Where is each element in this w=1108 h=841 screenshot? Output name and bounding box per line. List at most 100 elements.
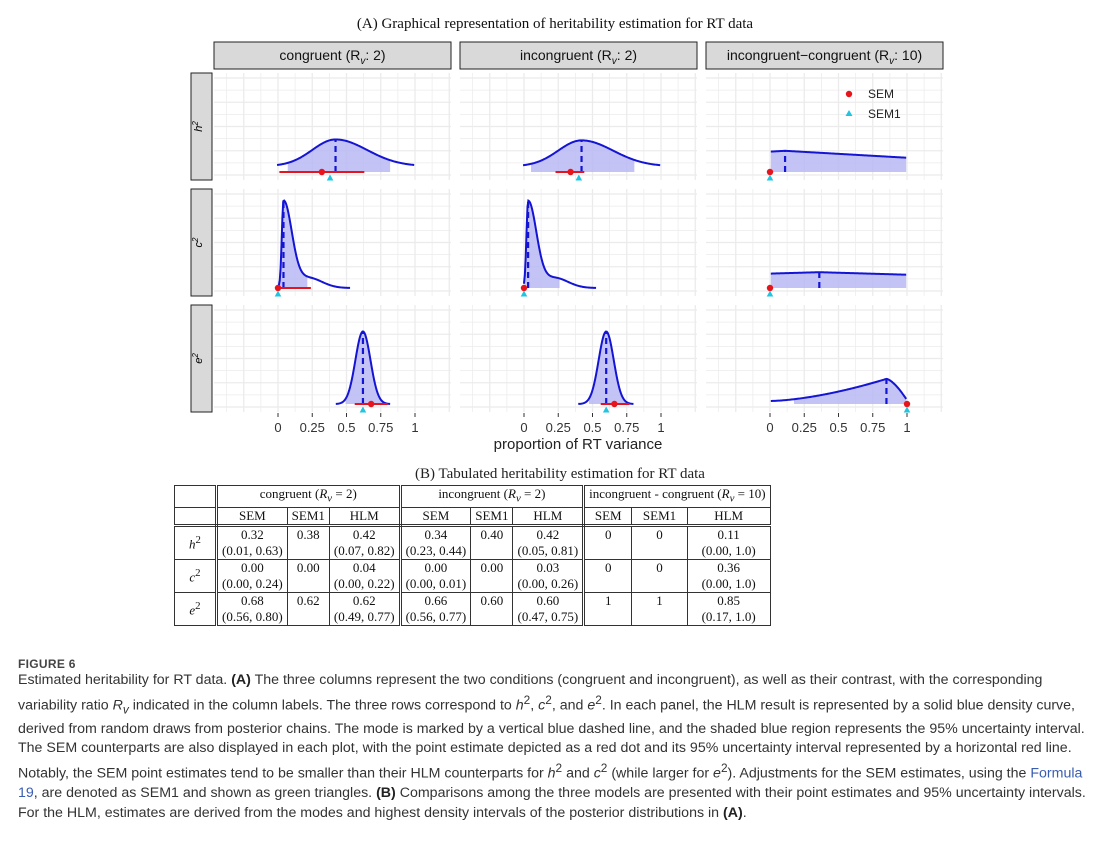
table-value-cell: 0.60 (0.47, 0.75) (512, 591, 586, 626)
table-model-header: SEM1 (631, 506, 688, 527)
legend-label-sem: SEM (868, 87, 894, 101)
hdi-region (531, 140, 635, 172)
table-value-cell: 0.62 (286, 591, 330, 626)
panel-a-title: (A) Graphical representation of heritabi… (356, 16, 754, 32)
formula-link[interactable]: Formula 19 (18, 765, 1083, 802)
hlm-density-curve (770, 377, 908, 402)
table-value-cell: 0.00 (286, 558, 330, 593)
table-header-models: SEM SEM1 HLM SEM SEM1 HLM SEM SEM1 HLM (174, 506, 771, 527)
facet-panel (460, 73, 697, 181)
table-group-header: incongruent - congruent (Rv = 10) (583, 485, 771, 508)
table-value-cell: 0.60 (470, 591, 514, 626)
sem1-triangle (520, 290, 528, 297)
table-value-cell: 0 (583, 558, 633, 593)
hlm-density-curve (770, 149, 907, 159)
column-strip (705, 41, 944, 70)
facet-panel (706, 73, 943, 181)
table-row-label: e2 (174, 591, 218, 626)
table-value-cell: 0.42 (0.05, 0.81) (512, 524, 586, 560)
table-model-header: HLM (512, 506, 586, 527)
facet-panel (460, 189, 697, 297)
legend-sem1-marker (845, 110, 853, 116)
x-tick-label: 1 (411, 420, 418, 435)
x-tick-label: 0 (520, 420, 527, 435)
facet-panel (214, 189, 451, 297)
table-row: c2 0.00 (0.00, 0.24) 0.00 0.04 (0.00, 0.22) 0… (174, 558, 771, 593)
table-value-cell: 0.66 (0.56, 0.77) (399, 591, 472, 626)
sem1-triangle (359, 406, 367, 413)
table-value-cell: 0.40 (470, 524, 514, 560)
x-tick-label: 1 (903, 420, 910, 435)
column-strip-label: congruent (Rv: 2) (279, 47, 385, 67)
table-value-cell: 0.32 (0.01, 0.63) (216, 524, 288, 560)
row-strip (190, 72, 213, 181)
hlm-density-curve (770, 271, 907, 276)
x-tick-label: 0.75 (614, 420, 639, 435)
sem-point (766, 284, 774, 292)
legend-sem-marker (845, 90, 853, 98)
table-value-cell: 0.85 (0.17, 1.0) (686, 591, 771, 626)
table-value-cell: 0 (631, 558, 688, 593)
table-model-header: HLM (686, 506, 771, 527)
hlm-density-curve (522, 199, 597, 289)
figure-label: FIGURE 6 (18, 657, 76, 671)
table-value-cell: 0.42 (0.07, 0.82) (328, 524, 402, 560)
facet-panel (460, 305, 697, 413)
row-strip (190, 304, 213, 413)
x-tick-label: 0 (274, 420, 281, 435)
sem1-triangle (575, 174, 583, 181)
figure-caption: Estimated heritability for RT data. (A) … (18, 672, 1086, 821)
sem-point (367, 400, 375, 408)
column-strip (213, 41, 452, 70)
row-strip (190, 188, 213, 297)
table-model-header: HLM (328, 506, 402, 527)
x-axis-label: proportion of RT variance (493, 436, 663, 453)
table-row: h2 0.32 (0.01, 0.63) 0.38 0.42 (0.07, 0.82) 0… (174, 524, 771, 560)
table-value-cell: 1 (583, 591, 633, 626)
heritability-table: congruent (Rv = 2) incongruent (Rv = 2) in… (174, 485, 771, 626)
table-corner (174, 506, 218, 527)
table-model-header: SEM (216, 506, 288, 527)
table-value-cell: 0 (583, 524, 633, 560)
facet-panel (214, 305, 451, 413)
sem-point (903, 400, 911, 408)
legend (845, 90, 853, 116)
table-value-cell: 0.00 (0.00, 0.24) (216, 558, 288, 593)
table-corner (174, 485, 218, 508)
x-tick-label: 0.25 (792, 420, 817, 435)
sem1-triangle (903, 406, 911, 413)
table-value-cell: 1 (631, 591, 688, 626)
x-tick-label: 0.25 (300, 420, 325, 435)
table-value-cell: 0.11 (0.00, 1.0) (686, 524, 771, 560)
facet-panel (706, 189, 943, 297)
faceted-density-chart: congruent (Rv: 2) incongruent (Rv: 2) inco… (190, 41, 944, 435)
sem-point (611, 400, 618, 408)
table-model-header: SEM (583, 506, 633, 527)
table-value-cell: 0.36 (0.00, 1.0) (686, 558, 771, 593)
table-group-header: congruent (Rv = 2) (216, 485, 402, 508)
sem1-triangle (326, 174, 334, 181)
sem-point (766, 168, 774, 176)
sem1-triangle (766, 174, 774, 181)
sem-point (567, 168, 574, 176)
table-value-cell: 0.00 (470, 558, 514, 593)
row-strip-label: e2 (191, 353, 205, 364)
row-strip-label: h2 (191, 121, 205, 132)
hdi-region (345, 331, 384, 404)
column-strip (459, 41, 698, 70)
table-value-cell: 0.62 (0.49, 0.77) (328, 591, 402, 626)
hlm-density-curve (522, 139, 661, 167)
facet-panel (214, 73, 451, 181)
x-tick-label: 0.5 (829, 420, 847, 435)
hdi-region (793, 378, 907, 404)
table-value-cell: 0.34 (0.23, 0.44) (399, 524, 472, 560)
x-tick-label: 0 (766, 420, 773, 435)
table-row-label: c2 (174, 558, 218, 593)
legend-label-sem1: SEM1 (868, 107, 901, 121)
table-value-cell: 0 (631, 524, 688, 560)
sem1-triangle (602, 406, 610, 413)
sem-point (520, 284, 528, 292)
hlm-density-curve (277, 199, 351, 289)
sem-point (318, 168, 326, 176)
table-model-header: SEM1 (286, 506, 330, 527)
